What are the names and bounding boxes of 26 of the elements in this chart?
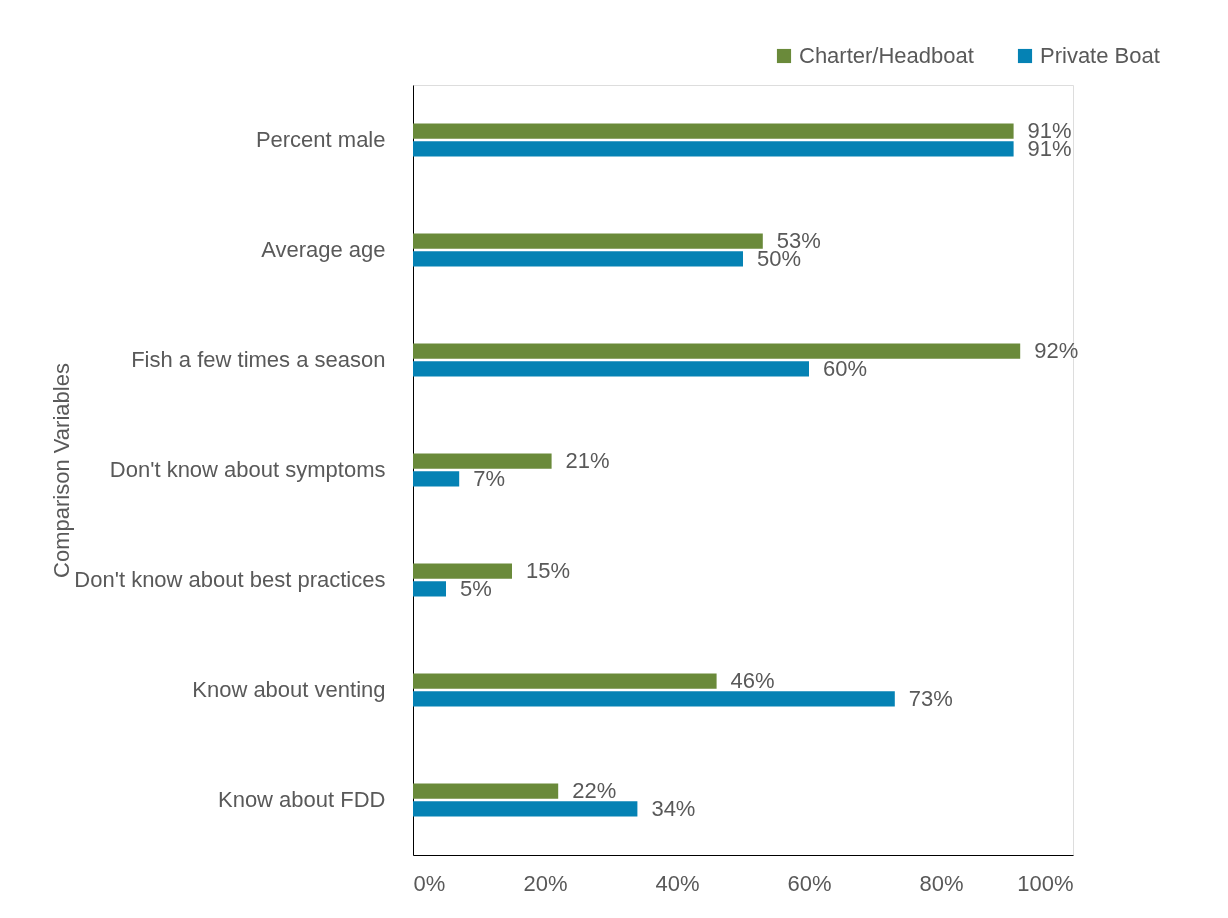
data-label: 73% bbox=[908, 685, 953, 711]
y-tick-label: Don't know about symptoms bbox=[109, 457, 386, 482]
data-label: 15% bbox=[526, 558, 571, 584]
x-tick-label: 0% bbox=[413, 870, 446, 896]
x-tick-label: 80% bbox=[919, 870, 964, 896]
legend-label: Private Boat bbox=[1040, 43, 1160, 68]
y-tick-label: Fish a few times a season bbox=[131, 347, 386, 372]
y-tick-label: Don't know about best practices bbox=[74, 567, 386, 592]
data-label: 22% bbox=[572, 778, 617, 804]
y-tick-label: Know about FDD bbox=[217, 787, 386, 812]
data-label: 5% bbox=[460, 575, 492, 601]
x-tick-label: 20% bbox=[523, 870, 568, 896]
y-tick-label: Percent male bbox=[255, 127, 386, 152]
data-label: 34% bbox=[651, 795, 696, 821]
y-tick-label: Know about venting bbox=[192, 677, 386, 702]
data-label: 46% bbox=[730, 668, 775, 694]
data-label: 7% bbox=[473, 465, 505, 491]
y-axis-title: Comparison Variables bbox=[48, 363, 74, 578]
y-tick-label: Average age bbox=[261, 237, 386, 262]
x-tick-label: 100% bbox=[1017, 870, 1074, 896]
x-tick-label: 40% bbox=[655, 870, 700, 896]
data-label: 92% bbox=[1034, 338, 1079, 364]
x-tick-label: 60% bbox=[787, 870, 832, 896]
legend-label: Charter/Headboat bbox=[799, 43, 974, 68]
data-label: 21% bbox=[565, 448, 610, 474]
data-label: 60% bbox=[823, 355, 868, 381]
